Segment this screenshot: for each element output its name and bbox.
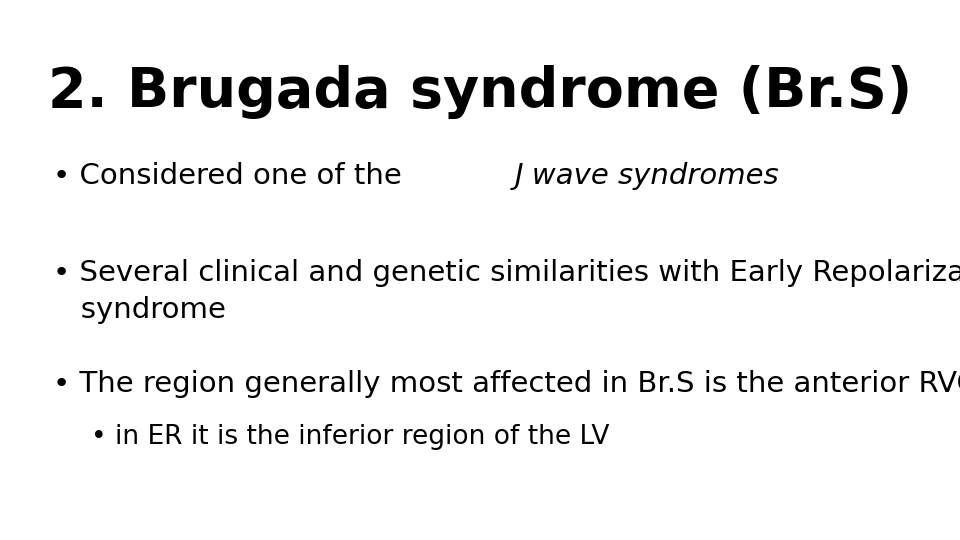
Text: 2. Brugada syndrome (Br.S): 2. Brugada syndrome (Br.S): [48, 65, 912, 119]
Text: • in ER it is the inferior region of the LV: • in ER it is the inferior region of the…: [91, 424, 610, 450]
Text: • The region generally most affected in Br.S is the anterior RVOT: • The region generally most affected in …: [53, 370, 960, 398]
Text: • Considered one of the: • Considered one of the: [53, 162, 411, 190]
Text: • Several clinical and genetic similarities with Early Repolarization (ER)
   sy: • Several clinical and genetic similarit…: [53, 259, 960, 324]
Text: J wave syndromes: J wave syndromes: [515, 162, 780, 190]
